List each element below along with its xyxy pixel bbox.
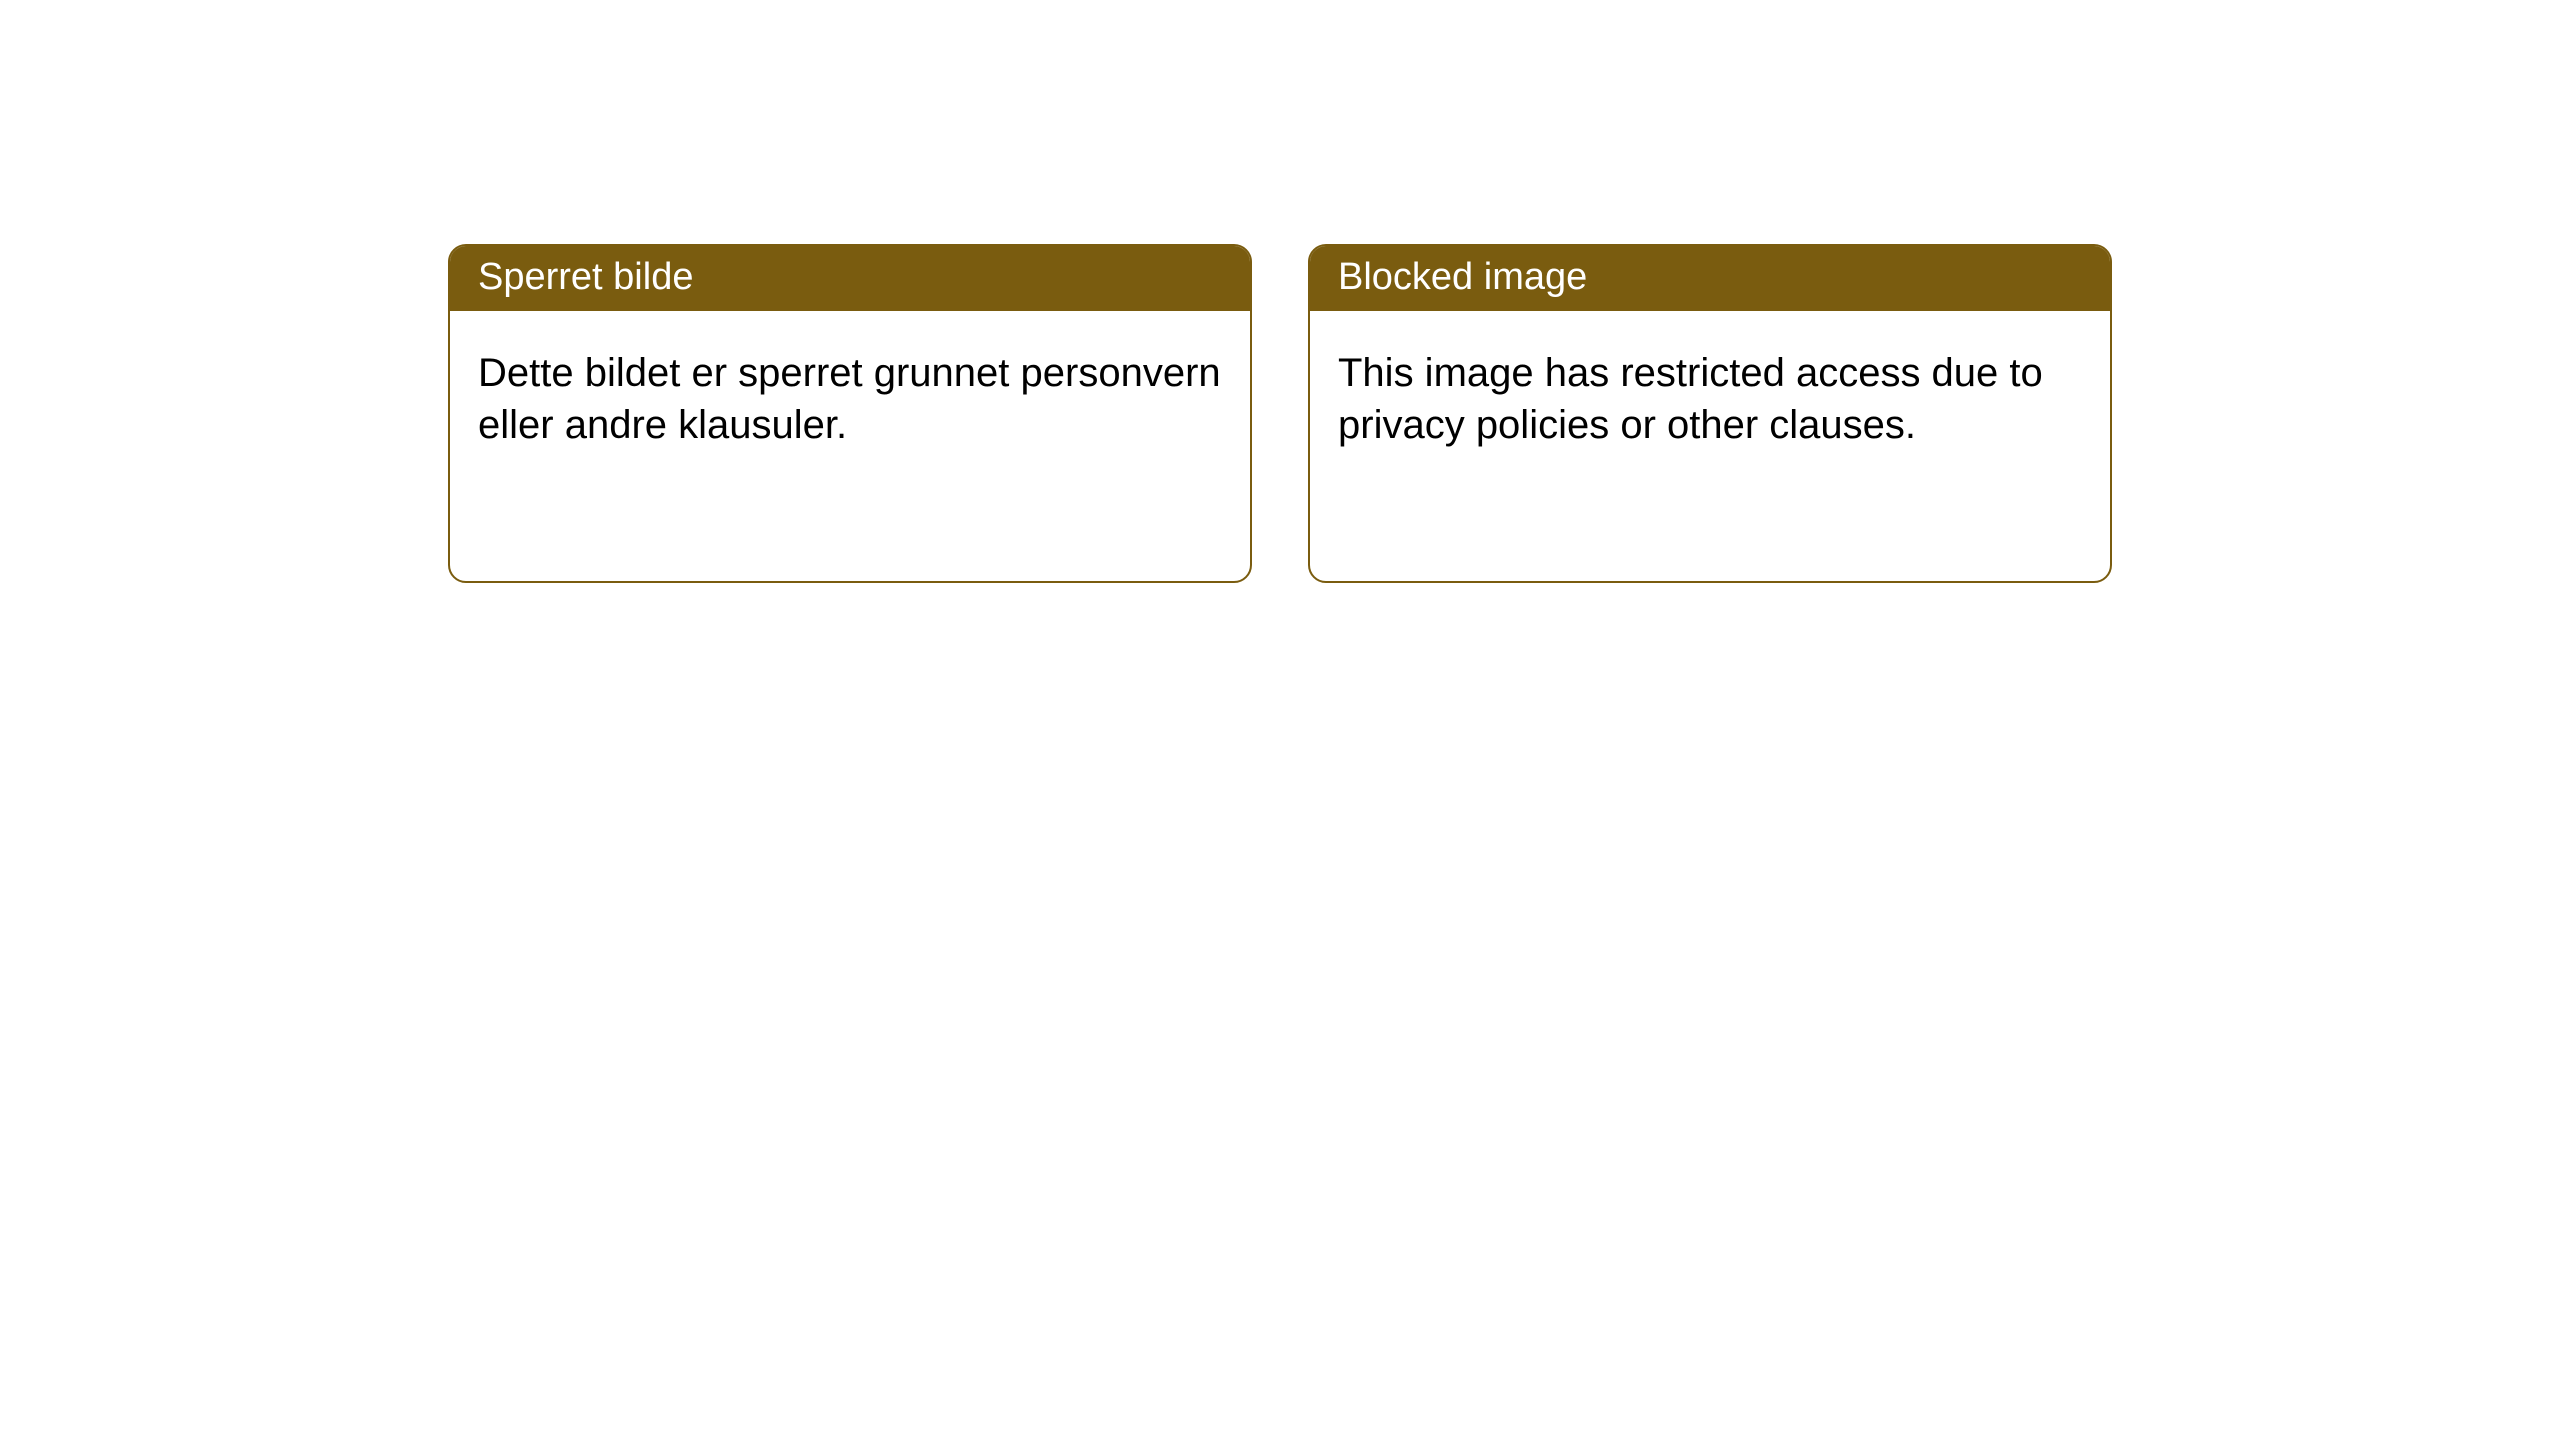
notice-card-norwegian: Sperret bilde Dette bildet er sperret gr…: [448, 244, 1252, 583]
notice-body: This image has restricted access due to …: [1310, 311, 2110, 581]
notice-header: Blocked image: [1310, 246, 2110, 311]
notice-title: Sperret bilde: [478, 256, 693, 298]
notice-title: Blocked image: [1338, 256, 1587, 298]
notice-header: Sperret bilde: [450, 246, 1250, 311]
notice-container: Sperret bilde Dette bildet er sperret gr…: [0, 0, 2560, 583]
notice-text: Dette bildet er sperret grunnet personve…: [478, 347, 1222, 451]
notice-body: Dette bildet er sperret grunnet personve…: [450, 311, 1250, 581]
notice-text: This image has restricted access due to …: [1338, 347, 2082, 451]
notice-card-english: Blocked image This image has restricted …: [1308, 244, 2112, 583]
